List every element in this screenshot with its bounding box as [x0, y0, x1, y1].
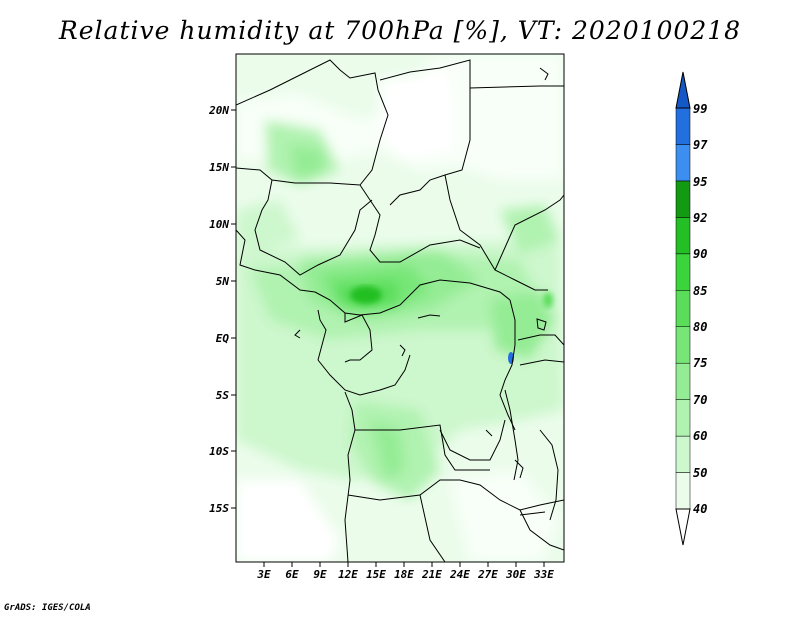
lat-label: 10S [209, 445, 229, 458]
colorbar-cell [675, 435, 691, 473]
lat-label: 5N [216, 275, 230, 288]
colorbar-high-arrow [675, 71, 691, 109]
colorbar-label: 75 [693, 356, 707, 370]
lon-label: 21E [421, 568, 442, 581]
lat-label: 10N [209, 218, 229, 231]
colorbar-label: 92 [693, 211, 707, 225]
colorbar-cell [675, 180, 691, 218]
colorbar-low-arrow [675, 508, 691, 546]
colorbar: 40 50 60 70 75 80 85 90 92 95 97 99 [675, 71, 708, 546]
lat-label: 15N [209, 161, 229, 174]
footer-credit: GrADS: IGES/COLA [4, 603, 91, 613]
lon-label: 9E [313, 568, 327, 581]
lat-label: 5S [216, 389, 230, 402]
colorbar-label: 60 [693, 429, 707, 443]
colorbar-cell [675, 399, 691, 437]
colorbar-label: 70 [693, 393, 707, 407]
lon-label: 24E [449, 568, 470, 581]
colorbar-label: 85 [693, 284, 707, 298]
lon-label: 30E [505, 568, 526, 581]
lat-label: EQ [216, 332, 230, 345]
lat-label: 15S [209, 502, 229, 515]
colorbar-label: 90 [693, 247, 707, 261]
colorbar-cell [675, 144, 691, 182]
longitude-axis: 3E 6E 9E 12E 15E 18E 21E 24E 27E 30E 33E [256, 562, 554, 581]
colorbar-cell [675, 472, 691, 510]
colorbar-cell [675, 362, 691, 400]
lon-label: 18E [394, 568, 414, 581]
latitude-axis: 20N 15N 10N 5N EQ 5S 10S 15S [208, 104, 236, 515]
lon-label: 12E [338, 568, 358, 581]
lon-label: 3E [256, 568, 271, 581]
colorbar-label: 99 [693, 102, 707, 116]
humidity-field [236, 54, 564, 562]
lon-label: 15E [366, 568, 386, 581]
colorbar-labels: 40 50 60 70 75 80 85 90 92 95 97 99 [693, 102, 708, 516]
lon-label: 6E [285, 568, 299, 581]
colorbar-label: 95 [693, 175, 707, 189]
country-borders [236, 59, 564, 562]
colorbar-cell [675, 326, 691, 364]
lon-label: 27E [477, 568, 498, 581]
colorbar-cells [675, 107, 691, 510]
colorbar-label: 97 [693, 138, 708, 152]
lat-label: 20N [208, 104, 229, 117]
lon-label: 33E [533, 568, 554, 581]
chart-title: Relative humidity at 700hPa [%], VT: 202… [58, 16, 742, 45]
colorbar-label: 40 [693, 502, 707, 516]
colorbar-cell [675, 290, 691, 327]
map-frame [235, 53, 565, 563]
colorbar-cell [675, 217, 691, 255]
colorbar-cell [675, 253, 691, 291]
colorbar-cell [675, 107, 691, 145]
colorbar-label: 50 [693, 466, 707, 480]
colorbar-label: 80 [693, 320, 707, 334]
